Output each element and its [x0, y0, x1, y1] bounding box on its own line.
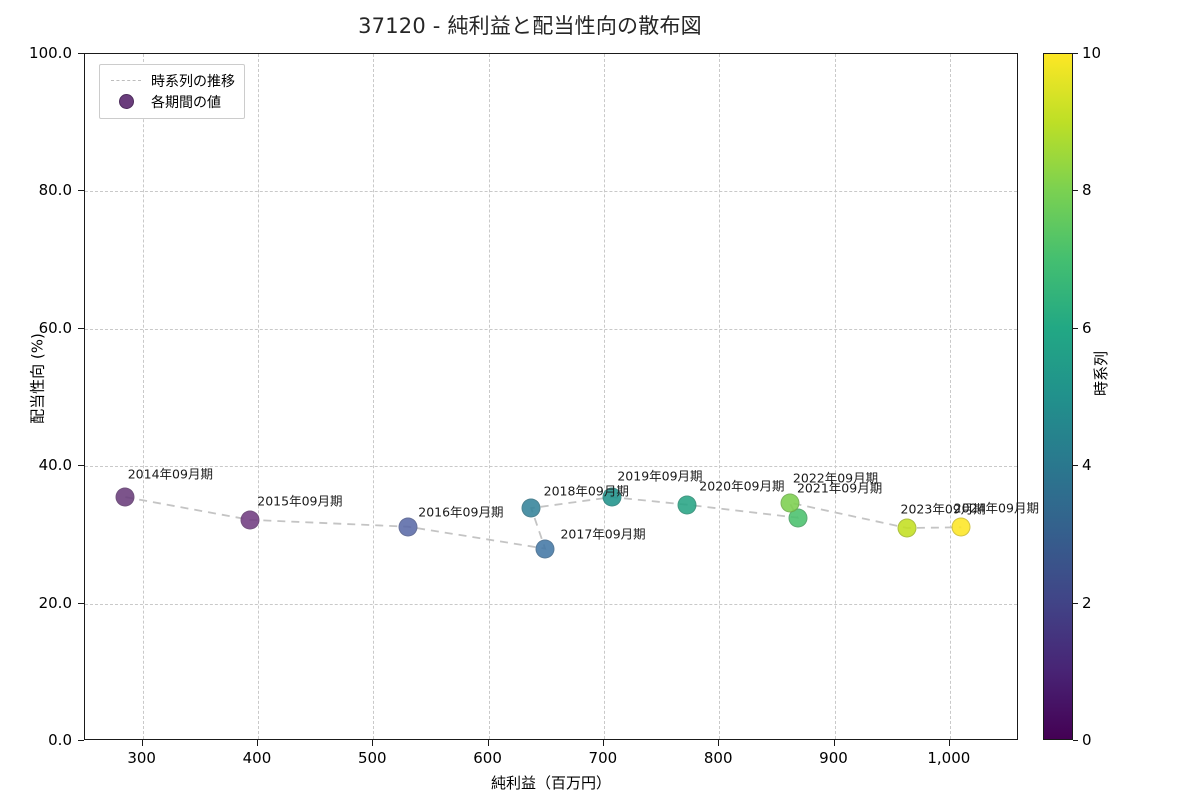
gridline-vertical — [488, 54, 490, 739]
data-point[interactable] — [780, 493, 800, 513]
x-tick-label: 700 — [588, 749, 618, 767]
x-tick-label: 500 — [357, 749, 387, 767]
colorbar: 0 2 4 6 8 10 — [1043, 44, 1101, 749]
plot-area: 2014年09月期 2015年09月期 2016年09月期 2017年09月期 2018… — [84, 53, 1039, 740]
gridline-vertical — [373, 54, 375, 739]
colorbar-tick-label: 8 — [1082, 181, 1092, 200]
gridline-vertical — [719, 54, 721, 739]
data-point[interactable] — [602, 487, 622, 507]
y-tick-mark — [78, 602, 84, 604]
data-point[interactable] — [521, 498, 541, 518]
data-point[interactable] — [115, 487, 135, 507]
data-point[interactable] — [398, 517, 418, 537]
data-point[interactable] — [897, 518, 917, 538]
x-tick-mark — [718, 740, 720, 746]
y-tick-label: 20.0 — [38, 593, 72, 612]
data-point-label: 2014年09月期 — [127, 466, 213, 482]
data-point-label: 2020年09月期 — [699, 478, 785, 494]
data-point[interactable] — [535, 539, 555, 559]
colorbar-tick-mark — [1073, 602, 1078, 604]
legend-item-trend: 時系列の推移 — [107, 70, 235, 91]
gridline-horizontal — [85, 191, 1017, 193]
x-tick-mark — [948, 740, 950, 746]
y-tick-label: 80.0 — [38, 181, 72, 200]
y-tick-mark — [78, 740, 84, 741]
x-tick-mark — [833, 740, 835, 746]
colorbar-gradient — [1043, 53, 1073, 740]
x-tick-label: 300 — [127, 749, 156, 767]
y-tick-mark — [78, 190, 84, 192]
y-tick-mark — [78, 465, 84, 467]
data-point-label: 2018年09月期 — [543, 483, 629, 499]
x-tick-mark — [602, 740, 604, 746]
legend-label-points: 各期間の値 — [151, 94, 221, 111]
legend: 時系列の推移 各期間の値 — [99, 64, 245, 119]
colorbar-tick-label: 0 — [1082, 731, 1092, 749]
y-tick-mark — [78, 327, 84, 329]
legend-label-trend: 時系列の推移 — [151, 73, 235, 90]
gridline-horizontal — [85, 466, 1017, 468]
data-point[interactable] — [951, 517, 971, 537]
gridline-vertical — [142, 54, 144, 739]
data-point-label: 2022年09月期 — [792, 470, 879, 486]
x-tick-label: 900 — [819, 749, 848, 767]
data-point[interactable] — [240, 510, 260, 530]
gridline-horizontal — [85, 328, 1017, 330]
data-point[interactable] — [677, 495, 697, 515]
data-point-label: 2023年09月期 — [900, 501, 986, 517]
gridline-vertical — [257, 54, 259, 739]
colorbar-tick-mark — [1073, 740, 1078, 741]
colorbar-tick-label: 6 — [1082, 318, 1092, 337]
y-tick-label: 40.0 — [38, 456, 72, 475]
data-point-label: 2016年09月期 — [418, 504, 504, 520]
y-tick-label: 60.0 — [38, 318, 72, 337]
gridline-vertical — [949, 54, 951, 739]
y-axis-label: 配当性向 (%) — [28, 333, 47, 424]
legend-item-points: 各期間の値 — [107, 91, 235, 112]
x-tick-mark — [487, 740, 489, 746]
colorbar-label: 時系列 — [1092, 350, 1110, 396]
x-tick-mark — [256, 740, 258, 746]
data-point[interactable] — [788, 508, 808, 528]
colorbar-tick-label: 10 — [1082, 44, 1102, 62]
x-tick-label: 600 — [473, 749, 502, 767]
colorbar-tick-mark — [1073, 190, 1078, 192]
page-title: 37120 - 純利益と配当性向の散布図 — [358, 14, 702, 38]
circle-marker-icon — [107, 94, 145, 109]
x-axis-label: 純利益（百万円） — [490, 774, 611, 792]
data-point-label: 2024年09月期 — [953, 500, 1039, 516]
timeseries-trend-line — [125, 496, 962, 550]
x-tick-label: 1,000 — [927, 749, 971, 767]
x-tick-label: 800 — [703, 749, 733, 767]
dashed-line-icon — [107, 80, 145, 81]
colorbar-tick-mark — [1073, 465, 1078, 467]
gridline-vertical — [603, 54, 605, 739]
colorbar-tick-label: 4 — [1082, 456, 1092, 475]
data-point-label: 2019年09月期 — [617, 468, 703, 484]
gridline-horizontal — [85, 603, 1017, 605]
colorbar-tick-label: 2 — [1082, 593, 1092, 612]
colorbar-tick-mark — [1073, 53, 1078, 54]
x-tick-mark — [141, 740, 143, 746]
x-tick-label: 400 — [242, 749, 272, 767]
y-tick-label: 100.0 — [29, 44, 72, 62]
data-point-label: 2015年09月期 — [257, 493, 343, 509]
y-tick-mark — [78, 53, 84, 54]
x-tick-mark — [372, 740, 374, 746]
data-point-label: 2017年09月期 — [560, 526, 646, 542]
colorbar-tick-mark — [1073, 327, 1078, 329]
gridline-vertical — [834, 54, 836, 739]
y-tick-label: 0.0 — [48, 731, 72, 749]
data-point-label: 2021年09月期 — [796, 480, 883, 496]
